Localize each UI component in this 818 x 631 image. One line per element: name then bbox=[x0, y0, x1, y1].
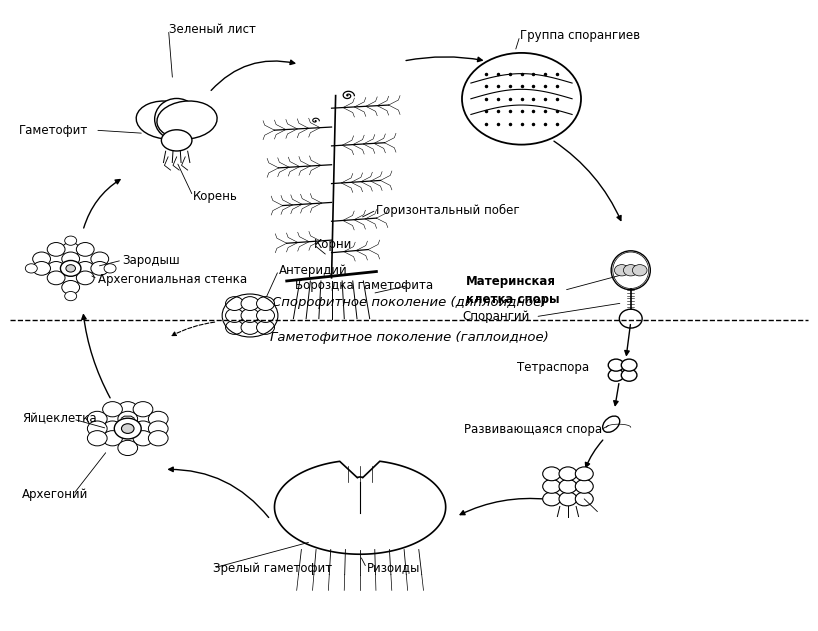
Circle shape bbox=[121, 424, 134, 433]
Circle shape bbox=[33, 261, 51, 275]
Circle shape bbox=[257, 297, 275, 310]
Text: Антеридий: Антеридий bbox=[279, 264, 348, 277]
Text: Материнская: Материнская bbox=[466, 275, 556, 288]
Text: Развивающаяся спора: Развивающаяся спора bbox=[465, 423, 603, 436]
Circle shape bbox=[102, 421, 123, 436]
Circle shape bbox=[76, 242, 94, 256]
Text: Архегониальная стенка: Архегониальная стенка bbox=[97, 273, 247, 286]
Circle shape bbox=[575, 480, 593, 493]
Circle shape bbox=[91, 252, 109, 266]
Circle shape bbox=[76, 261, 94, 275]
Circle shape bbox=[623, 264, 638, 276]
Circle shape bbox=[76, 271, 94, 285]
Text: Зеленый лист: Зеленый лист bbox=[169, 23, 255, 36]
Circle shape bbox=[62, 242, 79, 256]
Circle shape bbox=[88, 411, 107, 427]
Text: Зародыш: Зародыш bbox=[122, 254, 180, 267]
Circle shape bbox=[66, 264, 75, 272]
Circle shape bbox=[47, 242, 65, 256]
Circle shape bbox=[88, 421, 107, 436]
Text: Архегоний: Архегоний bbox=[22, 488, 88, 501]
Text: Яйцеклетка: Яйцеклетка bbox=[22, 413, 97, 426]
Ellipse shape bbox=[603, 416, 620, 432]
Circle shape bbox=[542, 480, 560, 493]
Circle shape bbox=[559, 467, 577, 481]
Text: Гаметофит: Гаметофит bbox=[20, 124, 88, 137]
Ellipse shape bbox=[157, 101, 217, 139]
Circle shape bbox=[257, 321, 275, 334]
Text: Группа спорангиев: Группа спорангиев bbox=[520, 30, 640, 42]
Circle shape bbox=[62, 252, 79, 266]
Text: Бороздка гаметофита: Бороздка гаметофита bbox=[294, 279, 433, 292]
Circle shape bbox=[61, 261, 81, 276]
Circle shape bbox=[609, 359, 624, 371]
Text: Тетраспора: Тетраспора bbox=[518, 360, 590, 374]
Circle shape bbox=[559, 492, 577, 506]
Circle shape bbox=[462, 53, 581, 144]
Text: Горизонтальный побег: Горизонтальный побег bbox=[376, 203, 520, 216]
Circle shape bbox=[226, 297, 244, 310]
Circle shape bbox=[65, 292, 77, 301]
Circle shape bbox=[118, 440, 137, 456]
Circle shape bbox=[241, 297, 259, 310]
Ellipse shape bbox=[619, 309, 642, 328]
Circle shape bbox=[118, 430, 137, 446]
Circle shape bbox=[148, 421, 169, 436]
Circle shape bbox=[88, 430, 107, 446]
Circle shape bbox=[148, 430, 169, 446]
Circle shape bbox=[226, 309, 244, 322]
Circle shape bbox=[118, 411, 137, 427]
Circle shape bbox=[62, 271, 79, 285]
Circle shape bbox=[622, 369, 637, 381]
Text: Корни: Корни bbox=[313, 238, 352, 251]
Text: клетка споры: клетка споры bbox=[466, 293, 560, 305]
Text: Спорофитное поколение (диплоидное): Спорофитное поколение (диплоидное) bbox=[272, 295, 546, 309]
Circle shape bbox=[47, 271, 65, 285]
Circle shape bbox=[104, 264, 116, 273]
Text: Спорангий: Спорангий bbox=[462, 310, 529, 323]
Circle shape bbox=[118, 401, 137, 417]
Circle shape bbox=[575, 467, 593, 481]
Text: Зрелый гаметофит: Зрелый гаметофит bbox=[213, 562, 332, 575]
Circle shape bbox=[241, 321, 259, 334]
Text: Ризоиды: Ризоиды bbox=[366, 562, 420, 575]
Circle shape bbox=[102, 430, 123, 446]
Circle shape bbox=[575, 492, 593, 506]
Circle shape bbox=[102, 401, 123, 417]
Circle shape bbox=[115, 418, 142, 439]
Circle shape bbox=[622, 359, 637, 371]
Circle shape bbox=[25, 264, 38, 273]
Ellipse shape bbox=[137, 101, 196, 139]
Circle shape bbox=[559, 480, 577, 493]
Circle shape bbox=[91, 261, 109, 275]
Circle shape bbox=[614, 264, 629, 276]
Text: Гаметофитное поколение (гаплоидное): Гаметофитное поколение (гаплоидное) bbox=[270, 331, 548, 344]
Circle shape bbox=[62, 281, 79, 294]
Ellipse shape bbox=[611, 251, 650, 290]
Circle shape bbox=[542, 492, 560, 506]
Circle shape bbox=[133, 421, 153, 436]
Circle shape bbox=[65, 236, 77, 245]
Circle shape bbox=[226, 321, 244, 334]
Circle shape bbox=[148, 411, 169, 427]
Circle shape bbox=[133, 401, 153, 417]
Circle shape bbox=[33, 252, 51, 266]
Circle shape bbox=[632, 264, 647, 276]
Circle shape bbox=[133, 430, 153, 446]
Ellipse shape bbox=[161, 130, 192, 151]
Circle shape bbox=[47, 261, 65, 275]
Circle shape bbox=[542, 467, 560, 481]
Polygon shape bbox=[275, 461, 446, 554]
Circle shape bbox=[241, 309, 259, 322]
Ellipse shape bbox=[155, 98, 199, 140]
Circle shape bbox=[609, 369, 624, 381]
Circle shape bbox=[257, 309, 275, 322]
Text: Корень: Корень bbox=[193, 190, 238, 203]
